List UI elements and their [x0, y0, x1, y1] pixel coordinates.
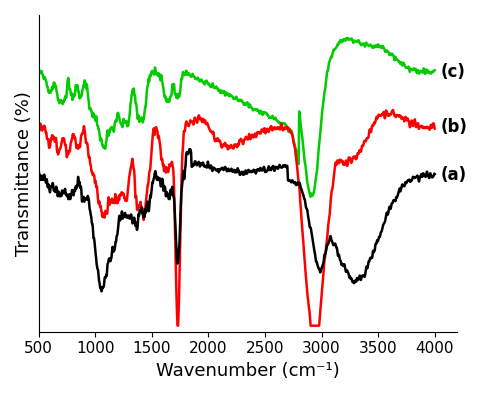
Y-axis label: Transmittance (%): Transmittance (%) [15, 91, 33, 256]
Text: (c): (c) [440, 62, 465, 81]
Text: (a): (a) [440, 166, 467, 184]
X-axis label: Wavenumber (cm⁻¹): Wavenumber (cm⁻¹) [156, 362, 340, 380]
Text: (b): (b) [440, 118, 467, 136]
